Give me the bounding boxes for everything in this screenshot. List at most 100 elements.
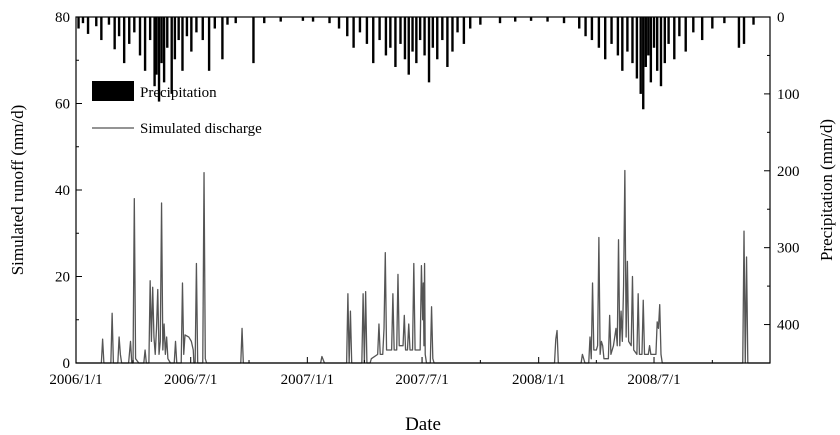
precipitation-bar [652,17,656,48]
precipitation-bar [451,17,454,52]
y-tick-label: 40 [55,183,70,199]
precipitation-bar [181,17,184,71]
precipitation-bar [157,17,161,102]
precipitation-bar [642,17,645,110]
precipitation-bar [610,17,613,44]
precipitation-bar [655,17,659,71]
y-tick-label: 20 [55,270,70,286]
y2-tick-label: 0 [777,10,785,26]
precipitation-bar [394,17,397,67]
y-tick-label: 80 [55,10,70,26]
precipitation-bar [479,17,482,25]
y2-tick-label: 200 [777,164,800,180]
precipitation-bar [692,17,695,33]
precipitation-bar [700,17,704,41]
discharge-line-layer [76,169,770,364]
precipitation-bar [562,17,566,24]
precipitation-bar [456,17,459,33]
legend-discharge-label: Simulated discharge [140,121,262,137]
precipitation-bar [667,17,670,44]
x-tick-label: 2008/1/1 [512,372,565,388]
precipitation-bar [365,17,369,44]
y2-tick-label: 300 [777,241,800,257]
precipitation-bar [436,17,439,60]
simulated-discharge-line [76,169,770,364]
precipitation-bar [635,17,639,79]
precipitation-bar [155,17,158,75]
precipitation-bar [407,17,410,75]
precipitation-bar [337,17,341,29]
precipitation-bar [399,17,402,44]
precipitation-bar [423,17,426,56]
legend: Precipitation Simulated discharge [92,81,262,137]
precipitation-bar [301,17,305,21]
precipitation-bar [195,17,198,33]
y2-axis-title: Precipitation (mm/d) [817,119,836,261]
precipitation-bar [95,17,98,27]
precipitation-bar [162,17,166,83]
precipitation-bar [498,17,502,24]
precipitation-bar [113,17,116,50]
precipitation-bar [446,17,449,67]
precipitation-bar [441,17,444,41]
precipitation-bar [659,17,663,87]
precipitation-bar [358,17,362,33]
precipitation-bar [639,17,642,94]
precipitation-bar [117,17,121,37]
precipitation-bar [384,17,388,56]
precipitation-bar [604,17,607,60]
precipitation-bar [166,17,169,48]
precipitation-bar [378,17,381,41]
precipitation-bar [647,17,650,56]
precipitation-bar [462,17,466,44]
precipitation-bar [684,17,687,52]
precipitation-bar [346,17,349,37]
precipitation-bar [723,17,726,24]
precipitation-bar [427,17,431,83]
precipitation-bars [77,17,755,110]
precipitation-bar [328,17,331,24]
precipitation-bar [143,17,147,71]
precipitation-bar [207,17,211,71]
precipitation-bar [529,17,533,21]
precipitation-bar [153,17,156,87]
precipitation-bar [411,17,414,52]
precipitation-bar [352,17,355,48]
precipitation-bar [170,17,173,94]
precipitation-bar [626,17,629,52]
precipitation-bar [631,17,634,64]
precipitation-bar [160,17,163,64]
precipitation-bar [678,17,681,37]
precipitation-bar [77,17,80,29]
x-tick-label: 2006/1/1 [49,372,102,388]
precipitation-bar [711,17,714,29]
precipitation-bar [431,17,435,48]
precipitation-bar [415,17,418,64]
precipitation-bar [514,17,517,22]
precipitation-bar [546,17,549,22]
precipitation-bar [584,17,587,37]
legend-precipitation-label: Precipitation [140,85,217,101]
precipitation-bar [279,17,282,22]
axes: 0 20 40 60 80 0 100 200 300 400 2006/1/1 2006/7/1 20… [49,10,799,388]
precipitation-bar [263,17,266,24]
x-axis-title: Date [405,414,441,435]
precipitation-bar [311,17,315,22]
x-tick-label: 2008/7/1 [627,372,680,388]
precipitation-bar [578,17,581,29]
precipitation-bar [737,17,741,48]
precipitation-bar [597,17,601,48]
precipitation-bar [185,17,189,37]
precipitation-bar [252,17,255,64]
precipitation-bar [644,17,647,67]
precipitation-bar [221,17,224,60]
y2-tick-label: 400 [777,318,800,334]
precipitation-bar [663,17,666,64]
precipitation-bar [234,17,237,24]
precipitation-bar [177,17,180,41]
precipitation-bar [226,17,229,25]
precipitation-bar [742,17,746,44]
precipitation-bar [673,17,676,60]
